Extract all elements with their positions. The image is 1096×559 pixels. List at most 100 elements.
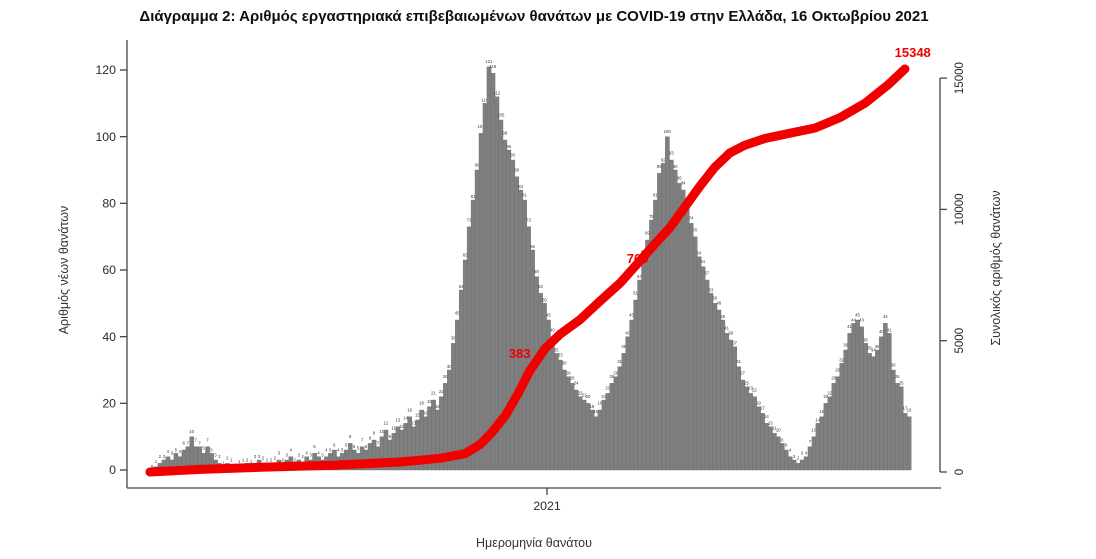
bar-value-label: 31 xyxy=(617,359,622,364)
bar xyxy=(482,103,488,471)
bar-value-label: 90 xyxy=(673,164,678,169)
bar-value-label: 75 xyxy=(649,214,654,219)
bar-value-label: 50 xyxy=(542,297,547,302)
bar-value-label: 19 xyxy=(427,399,432,404)
bar xyxy=(712,303,718,471)
bar-value-label: 4 xyxy=(317,451,320,456)
bar-value-label: 41 xyxy=(724,326,729,331)
bar-value-label: 24 xyxy=(574,381,579,386)
bar-value-label: 7 xyxy=(186,441,189,446)
right-axis-tick-label: 10000 xyxy=(954,193,966,225)
bar xyxy=(577,396,583,471)
bar xyxy=(613,376,619,471)
bar-value-label: 6 xyxy=(345,442,348,447)
bar xyxy=(669,159,674,471)
bar xyxy=(827,396,833,471)
bar-value-label: 84 xyxy=(681,181,686,186)
bar-value-label: 36 xyxy=(875,344,880,349)
bar-value-label: 8 xyxy=(349,434,352,439)
bar-value-label: 3 xyxy=(214,452,217,457)
bar-value-label: 4 xyxy=(805,451,808,456)
cumulative-milestone-label: 15348 xyxy=(895,45,931,60)
bar-value-label: 10 xyxy=(189,429,194,434)
bar xyxy=(522,199,527,471)
bar xyxy=(534,276,539,471)
bar xyxy=(811,436,817,471)
bar-value-label: 2 xyxy=(282,457,285,462)
bar-value-label: 9 xyxy=(373,431,376,436)
bar-value-label: 2 xyxy=(226,456,229,461)
bar-value-label: 9 xyxy=(389,434,392,439)
bar-value-label: 2 xyxy=(262,456,265,461)
bar xyxy=(891,369,896,471)
bar-value-label: 30 xyxy=(562,361,567,366)
bar-value-label: 5 xyxy=(357,446,360,451)
bar-value-label: 100 xyxy=(664,129,672,134)
bar-value-label: 101 xyxy=(477,124,485,129)
bar-value-label: 119 xyxy=(489,64,496,69)
bar-value-label: 41 xyxy=(847,324,852,329)
bar-value-label: 26 xyxy=(443,374,448,379)
bar-value-label: 26 xyxy=(831,376,836,381)
bar-value-label: 5 xyxy=(175,447,178,452)
bar xyxy=(748,393,753,471)
bar-value-label: 18 xyxy=(435,404,440,409)
bar-value-label: 23 xyxy=(748,386,753,391)
left-axis-tick-label: 40 xyxy=(102,330,116,344)
bar xyxy=(649,219,654,471)
bar-value-label: 35 xyxy=(554,347,559,352)
bar-value-label: 44 xyxy=(883,314,888,319)
bar xyxy=(554,353,559,471)
bar-value-label: 45 xyxy=(455,311,460,316)
bar-value-label: 11 xyxy=(772,426,777,431)
bar-value-label: 74 xyxy=(689,216,694,221)
bar-value-label: 6 xyxy=(365,444,368,449)
bar xyxy=(847,333,852,471)
bar xyxy=(875,349,880,471)
bar xyxy=(819,416,825,471)
bar-value-label: 21 xyxy=(601,394,606,399)
bar xyxy=(879,336,884,471)
bar xyxy=(569,383,575,471)
bar-value-label: 12 xyxy=(399,424,404,429)
bar-value-label: 93 xyxy=(510,152,515,157)
bar xyxy=(688,223,694,471)
bar xyxy=(752,396,757,471)
bar-value-label: 70 xyxy=(693,227,698,232)
bar-value-label: 1 xyxy=(250,459,253,464)
bar-value-label: 2 xyxy=(797,456,800,461)
bar-value-label: 1 xyxy=(230,457,233,462)
bar xyxy=(455,319,460,471)
bar-value-label: 45 xyxy=(629,312,634,317)
chart-title: Διάγραμμα 2: Αριθμός εργαστηριακά επιβεβ… xyxy=(139,8,929,25)
bar-value-label: 10 xyxy=(776,427,781,432)
bar-value-label: 61 xyxy=(701,259,706,264)
bar xyxy=(676,183,682,471)
bar-value-label: 16 xyxy=(594,409,599,414)
bar-value-label: 20 xyxy=(586,394,591,399)
bar-value-label: 69 xyxy=(645,231,650,236)
bar xyxy=(867,353,872,471)
bar xyxy=(720,319,726,471)
bar-value-label: 39 xyxy=(728,331,733,336)
bar-value-label: 6 xyxy=(182,441,185,446)
bar-value-label: 8 xyxy=(369,436,372,441)
bar xyxy=(756,406,761,471)
bar-value-label: 1 xyxy=(238,459,241,464)
bar xyxy=(894,383,900,471)
bar-value-label: 66 xyxy=(530,244,535,249)
bar-value-label: 2 xyxy=(293,457,296,462)
bar xyxy=(807,446,813,471)
bar xyxy=(787,456,793,471)
bar-value-label: 96 xyxy=(506,144,511,149)
bar-value-label: 30 xyxy=(891,362,896,367)
bar xyxy=(839,363,845,471)
bar-value-label: 2 xyxy=(254,454,257,459)
bar xyxy=(740,379,745,471)
bar-value-label: 88 xyxy=(514,167,519,172)
bar-value-label: 18 xyxy=(590,404,595,409)
bar-value-label: 53 xyxy=(538,284,543,289)
bar xyxy=(474,169,480,471)
bar-value-label: 5 xyxy=(202,446,205,451)
